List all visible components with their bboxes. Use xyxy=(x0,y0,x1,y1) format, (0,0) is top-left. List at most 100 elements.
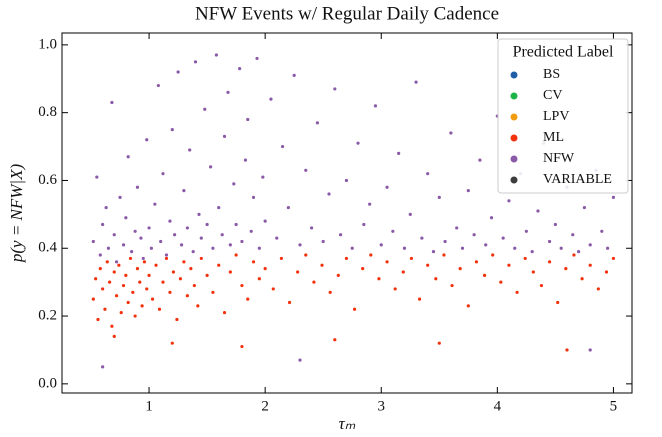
scatter-point xyxy=(178,277,183,281)
legend-title: Predicted Label xyxy=(513,44,614,61)
scatter-point xyxy=(197,212,201,216)
scatter-point xyxy=(604,270,609,274)
scatter-point xyxy=(240,239,244,244)
scatter-point xyxy=(228,243,232,247)
scatter-point xyxy=(135,185,140,189)
scatter-point xyxy=(344,256,349,261)
scatter-point xyxy=(101,365,105,369)
scatter-point xyxy=(466,189,470,193)
scatter-point xyxy=(211,290,215,294)
scatter-point xyxy=(414,80,418,84)
scatter-point xyxy=(199,256,203,261)
scatter-point xyxy=(263,266,267,271)
scatter-point xyxy=(442,253,446,257)
scatter-point xyxy=(226,90,230,94)
scatter-point xyxy=(426,263,430,267)
scatter-point xyxy=(523,256,527,261)
scatter-point xyxy=(409,256,414,261)
plot-frame xyxy=(61,32,633,394)
scatter-point xyxy=(182,189,186,193)
scatter-point xyxy=(352,307,357,311)
scatter-point xyxy=(154,263,158,267)
scatter-point xyxy=(572,253,576,257)
scatter-point xyxy=(499,280,503,284)
scatter-point xyxy=(450,283,454,288)
scatter-point xyxy=(257,277,261,281)
scatter-point xyxy=(168,219,172,223)
scatter-point xyxy=(112,233,116,237)
scatter-point xyxy=(114,260,119,264)
legend-label: LPV xyxy=(543,109,569,124)
scatter-point xyxy=(402,246,407,250)
scatter-point xyxy=(255,56,259,61)
scatter-point xyxy=(124,273,128,277)
scatter-point xyxy=(205,273,209,277)
scatter-point xyxy=(309,226,314,230)
scatter-point xyxy=(251,260,256,264)
scatter-point xyxy=(588,263,592,267)
scatter-point xyxy=(157,307,162,311)
scatter-point xyxy=(135,266,140,271)
scatter-point xyxy=(559,246,563,250)
scatter-point xyxy=(292,73,296,77)
scatter-point xyxy=(103,307,107,311)
scatter-point xyxy=(320,263,324,267)
scatter-point xyxy=(600,229,604,233)
scatter-point xyxy=(220,233,224,237)
scatter-point xyxy=(168,290,172,294)
x-tick-label: 2 xyxy=(261,398,269,414)
scatter-point xyxy=(138,280,142,284)
scatter-point xyxy=(142,260,147,264)
scatter-point xyxy=(128,256,133,261)
scatter-point xyxy=(434,277,438,281)
scatter-point xyxy=(507,199,511,203)
scatter-point xyxy=(164,256,169,261)
scatter-point xyxy=(159,239,163,244)
legend-label: NFW xyxy=(543,151,575,166)
scatter-point xyxy=(333,338,337,342)
scatter-point xyxy=(164,253,169,257)
y-tick-label: 0.2 xyxy=(38,307,57,323)
scatter-point xyxy=(397,151,401,155)
scatter-point xyxy=(539,283,544,288)
scatter-point xyxy=(240,283,244,288)
scatter-point xyxy=(328,290,332,294)
scatter-point xyxy=(304,253,308,257)
scatter-point xyxy=(217,205,221,210)
scatter-point xyxy=(124,216,128,220)
scatter-point xyxy=(182,260,186,264)
scatter-point xyxy=(369,253,373,257)
y-tick-label: 0.8 xyxy=(38,104,57,120)
scatter-point xyxy=(275,236,279,240)
scatter-point xyxy=(443,239,447,244)
scatter-point xyxy=(491,253,495,257)
scatter-point xyxy=(304,168,308,172)
scatter-point xyxy=(192,283,196,288)
legend-swatch xyxy=(510,113,518,121)
scatter-point xyxy=(121,283,126,288)
scatter-point xyxy=(553,222,557,227)
scatter-point xyxy=(141,256,145,261)
scatter-point xyxy=(482,273,487,277)
scatter-point xyxy=(556,300,560,305)
scatter-point xyxy=(484,243,488,247)
scatter-point xyxy=(408,212,412,216)
scatter-point xyxy=(531,270,535,274)
scatter-point xyxy=(175,317,179,322)
scatter-point xyxy=(261,175,265,179)
scatter-point xyxy=(147,273,151,277)
legend-box xyxy=(497,38,629,194)
scatter-point xyxy=(582,205,587,210)
scatter-point xyxy=(401,270,405,274)
scatter-point xyxy=(188,148,192,152)
scatter-point xyxy=(211,246,215,250)
scatter-point xyxy=(110,100,114,105)
scatter-point xyxy=(91,239,95,244)
scatter-point xyxy=(524,229,528,233)
scatter-point xyxy=(101,287,105,291)
scatter-point xyxy=(110,324,114,328)
scatter-point xyxy=(98,253,102,257)
scatter-point xyxy=(547,260,552,264)
scatter-point xyxy=(95,175,99,179)
scatter-point xyxy=(114,294,119,298)
